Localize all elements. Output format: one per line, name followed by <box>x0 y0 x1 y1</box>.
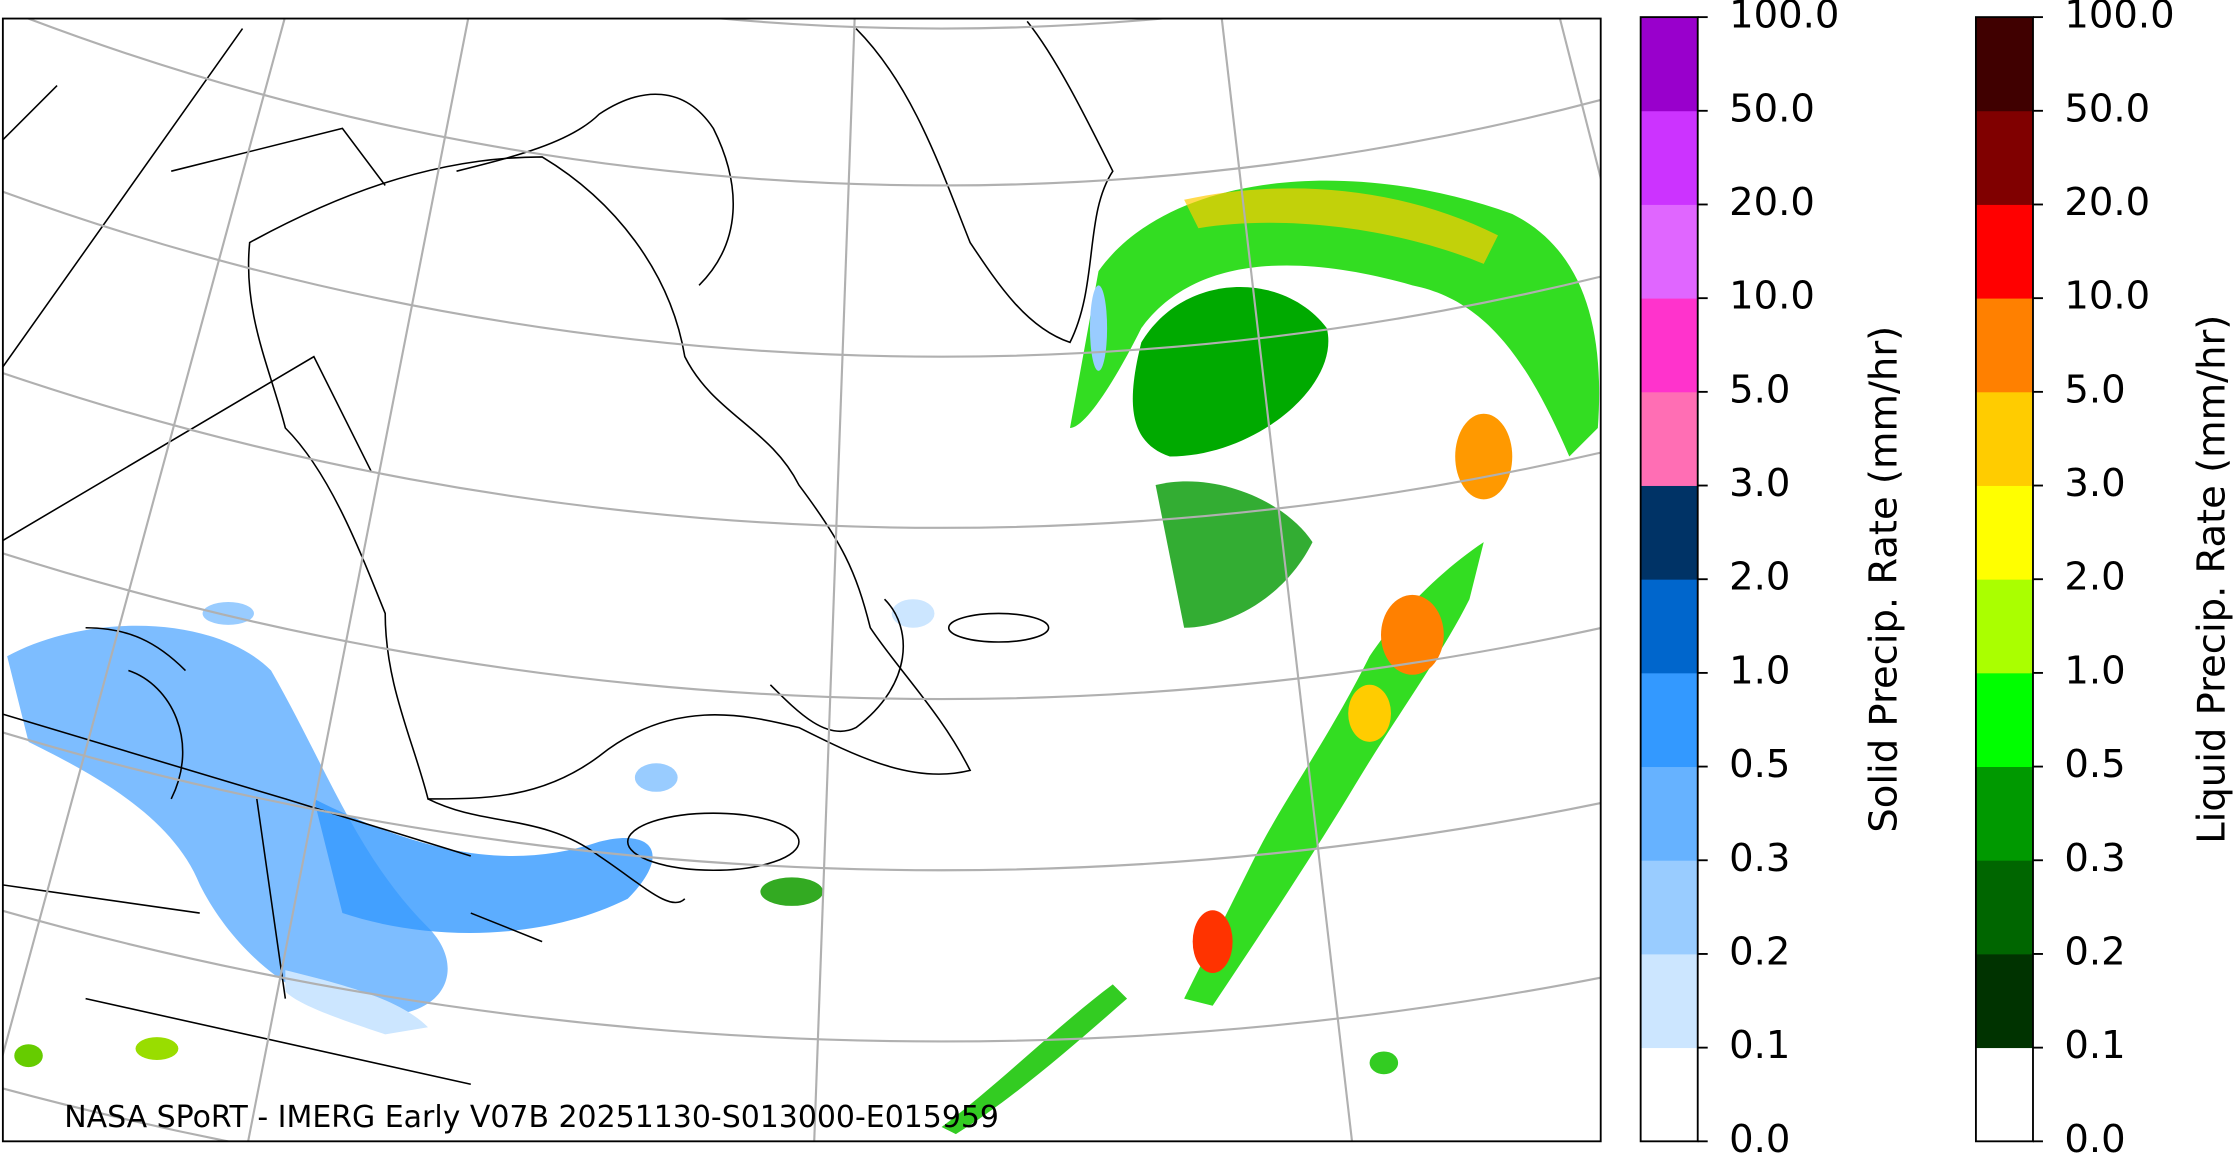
colorbar-segment <box>1975 204 2033 299</box>
coastlines <box>2 20 1114 1086</box>
colorbar-segment <box>1975 485 2033 580</box>
colorbar-segment <box>1975 766 2033 861</box>
colorbar-tick-label: 50.0 <box>2064 86 2150 131</box>
colorbar-tick-label: 5.0 <box>2064 367 2125 412</box>
colorbar-segment <box>1640 1047 1698 1142</box>
colorbar-tick-label: 50.0 <box>1729 86 1815 131</box>
colorbar-segment <box>1640 298 1698 393</box>
colorbar-segment <box>1640 110 1698 205</box>
colorbar-tick-label: 5.0 <box>1729 367 1790 412</box>
colorbar-tick-label: 0.3 <box>1729 836 1790 881</box>
colorbar-tick-label: 0.3 <box>2064 836 2125 881</box>
colorbar-tick-label: 20.0 <box>2064 180 2150 225</box>
colorbar-segment <box>1975 860 2033 955</box>
colorbar-segment <box>1640 953 1698 1049</box>
colorbar-segment <box>1975 110 2033 205</box>
colorbar-segment <box>1975 579 2033 674</box>
colorbar-tick-label: 1.0 <box>1729 648 1790 693</box>
colorbar-label: Solid Precip. Rate (mm/hr) <box>1862 326 1907 833</box>
colorbar-tick-label: 0.5 <box>2064 742 2125 787</box>
colorbar-segment <box>1640 766 1698 861</box>
colorbar-segment <box>1975 298 2033 393</box>
colorbar-tick-label: 0.1 <box>1729 1023 1790 1068</box>
colorbar-segment <box>1640 485 1698 580</box>
colorbar-tick-label: 3.0 <box>1729 461 1790 506</box>
colorbar-tick-label: 10.0 <box>1729 274 1815 319</box>
colorbar-tick-label: 100.0 <box>1729 0 1839 38</box>
colorbars: 0.0 0.1 0.2 0.3 0.5 1.0 2.0 3.0 5.0 10.0 20.0 50.0 1… <box>1639 0 2235 1162</box>
colorbar-tick-label: 1.0 <box>2064 648 2125 693</box>
colorbar-segment <box>1640 860 1698 955</box>
colorbar-segment <box>1640 672 1698 768</box>
colorbar-tick-label: 2.0 <box>1729 555 1790 600</box>
colorbar-segment <box>1975 1047 2033 1142</box>
colorbar-segment <box>1975 391 2033 486</box>
colorbar-tick-label: 0.5 <box>1729 742 1790 787</box>
liquid-precip <box>14 180 1600 1135</box>
colorbar-segment <box>1640 17 1698 112</box>
colorbar-segment <box>1975 672 2033 768</box>
colorbar-tick-label: 20.0 <box>1729 180 1815 225</box>
colorbar-segment <box>1975 953 2033 1049</box>
colorbar-tick-label: 0.2 <box>2064 929 2125 974</box>
colorbar-tick-label: 2.0 <box>2064 555 2125 600</box>
map-frame <box>1 17 1602 1143</box>
colorbar-segment <box>1640 579 1698 674</box>
caption: NASA SPoRT - IMERG Early V07B 20251130-S… <box>64 1100 999 1135</box>
colorbar-tick-label: 0.2 <box>1729 929 1790 974</box>
colorbar-tick-label: 0.0 <box>2064 1117 2125 1162</box>
colorbar-tick-label: 0.1 <box>2064 1023 2125 1068</box>
colorbar-tick-label: 100.0 <box>2064 0 2174 38</box>
solid-precip <box>7 285 1108 1035</box>
colorbar-segment <box>1640 204 1698 299</box>
colorbar-segment <box>1975 17 2033 112</box>
colorbar-tick-label: 10.0 <box>2064 274 2150 319</box>
colorbar-label: Liquid Precip. Rate (mm/hr) <box>2190 315 2235 844</box>
colorbar-segment <box>1640 391 1698 486</box>
colorbar-tick-label: 0.0 <box>1729 1117 1790 1162</box>
colorbar-tick-label: 3.0 <box>2064 461 2125 506</box>
